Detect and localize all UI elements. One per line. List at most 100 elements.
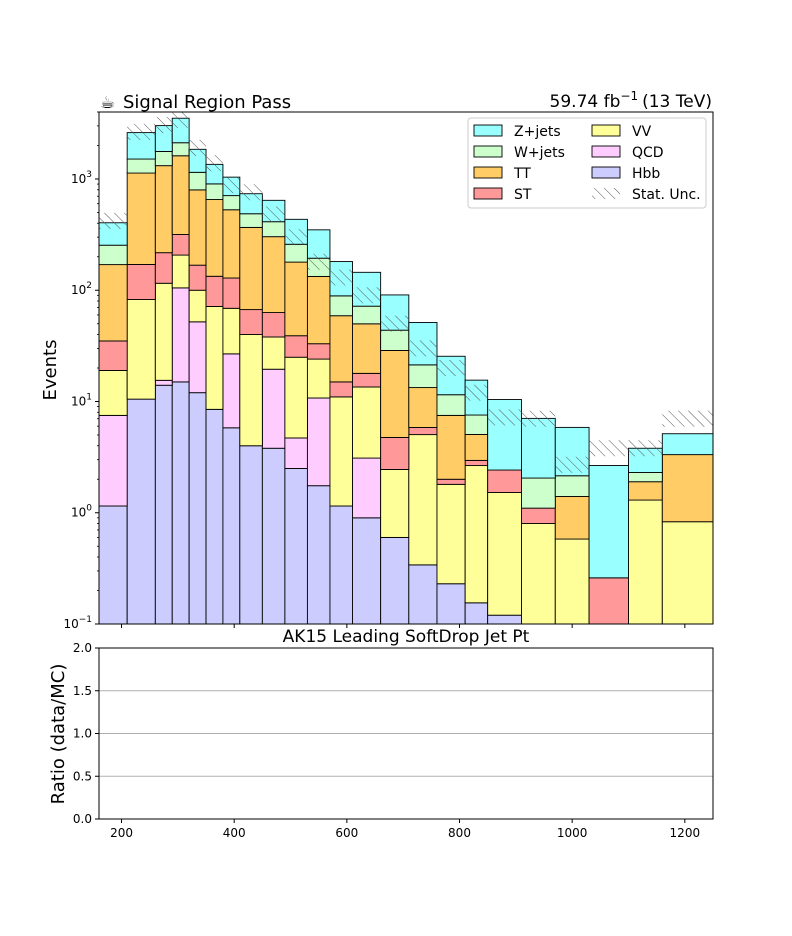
bar-hbb <box>464 602 489 624</box>
bar-vv <box>436 483 466 585</box>
bar-vv <box>284 356 308 439</box>
stat-unc-band <box>487 409 522 426</box>
legend-swatch-qcd <box>591 145 621 158</box>
stat-unc-band <box>262 206 285 223</box>
bar-hbb <box>261 447 286 624</box>
ratio-panel: 0.0 0.5 1.0 1.5 2.0 200 400 600 800 1000 1200 Rat… <box>48 641 714 840</box>
legend-label-stat-unc-: Stat. Unc. <box>632 187 701 203</box>
bar-hbb <box>436 583 466 624</box>
bar-qcd <box>261 368 286 449</box>
main-y-label: Events <box>40 340 61 401</box>
bar-hbb <box>284 468 308 624</box>
bar-w-jets <box>436 394 466 416</box>
bar-vv <box>408 434 438 566</box>
bar-w-jets <box>154 151 173 167</box>
bar-st <box>306 343 331 360</box>
y-tick-label: 100 <box>71 504 92 520</box>
main-panel: 10−1 100 101 102 103 Events AK15 Leading Sof… <box>40 111 714 647</box>
lumi-label: 59.74 fb−1 (13 TeV) <box>550 89 712 112</box>
bar-vv <box>464 465 489 604</box>
x-tick-label: 1000 <box>557 826 588 840</box>
stat-unc-band <box>239 184 263 201</box>
bar-st <box>171 234 190 256</box>
bar-hbb <box>126 398 156 624</box>
ratio-x-ticks: 200 400 600 800 1000 1200 <box>110 819 700 840</box>
bar-w-jets <box>521 477 556 509</box>
bar-qcd <box>222 353 241 429</box>
ratio-y-tick-label: 1.0 <box>73 727 92 741</box>
bar-vv <box>554 538 590 624</box>
bar-w-jets <box>554 475 590 497</box>
bar-hbb <box>408 564 438 624</box>
bar-st <box>239 309 263 335</box>
bar-st <box>284 335 308 358</box>
bar-vv <box>380 468 410 538</box>
ratio-y-label: Ratio (data/MC) <box>48 664 69 805</box>
bar-hbb <box>239 445 263 624</box>
plot-title: Signal Region Pass <box>123 92 291 113</box>
bar-st <box>408 427 438 436</box>
ratio-y-tick-label: 0.5 <box>73 769 92 783</box>
ratio-y-tick-label: 1.5 <box>73 684 92 698</box>
stat-unc-band <box>307 253 330 270</box>
bar-tt <box>380 350 410 438</box>
bar-z-jets <box>661 433 713 456</box>
lumi-value: 59.74 fb <box>550 92 621 112</box>
stat-unc-band <box>380 315 409 332</box>
y-tick-label: 10−1 <box>63 615 92 631</box>
bar-tt <box>284 261 308 337</box>
bar-w-jets <box>352 305 382 325</box>
bar-tt <box>188 189 207 266</box>
legend: Z+jets W+jets TT ST VV QCD Hbb Stat. Unc. <box>467 117 707 209</box>
bar-w-jets <box>222 195 241 211</box>
bar-tt <box>661 454 713 523</box>
legend-swatch-vv <box>591 124 621 137</box>
stat-unc-band <box>127 123 156 140</box>
ratio-y-ticks: 0.0 0.5 1.0 1.5 2.0 <box>73 641 99 826</box>
main-y-ticks: 10−1 100 101 102 103 <box>63 111 99 631</box>
ratio-y-tick-label: 2.0 <box>73 641 92 655</box>
bar-st <box>521 507 556 524</box>
x-tick-label: 800 <box>448 826 471 840</box>
bar-st <box>487 469 522 493</box>
stat-unc-band <box>436 360 466 376</box>
legend-swatch-st <box>473 187 503 200</box>
bar-w-jets <box>171 142 190 157</box>
stat-unc-band <box>189 139 207 156</box>
stat-unc-band <box>465 384 488 401</box>
bar-vv <box>171 254 190 289</box>
bar-hbb <box>222 427 241 624</box>
bar-st <box>188 264 207 291</box>
bar-vv <box>222 307 241 355</box>
bar-tt <box>239 226 263 311</box>
bar-qcd <box>171 287 190 383</box>
bar-hbb <box>554 623 590 624</box>
bar-w-jets <box>284 243 308 263</box>
bar-st <box>99 340 128 371</box>
x-tick-label: 400 <box>223 826 246 840</box>
bar-hbb <box>205 408 224 624</box>
bar-tt <box>628 481 663 501</box>
bar-tt <box>329 315 353 383</box>
bar-z-jets <box>521 417 556 479</box>
bar-tt <box>205 199 224 277</box>
legend-label-hbb: Hbb <box>632 166 660 182</box>
bar-vv <box>487 492 522 616</box>
y-tick-label: 102 <box>71 281 92 297</box>
bar-st <box>329 381 353 398</box>
bar-vv <box>661 521 713 624</box>
bar-vv <box>329 396 353 507</box>
coffee-icon: ☕ <box>100 93 115 113</box>
x-tick-label: 1200 <box>670 826 701 840</box>
bar-vv <box>239 334 263 447</box>
bar-hbb <box>329 505 353 624</box>
stat-unc-band <box>589 440 629 457</box>
legend-swatch-hbb <box>591 166 621 179</box>
stat-unc-hatch <box>99 112 713 473</box>
legend-swatch-stat-unc- <box>592 188 620 199</box>
bar-hbb <box>99 505 128 624</box>
bar-w-jets <box>628 472 663 483</box>
legend-label-st: ST <box>514 187 532 203</box>
stat-unc-band <box>172 112 190 128</box>
main-x-label: AK15 Leading SoftDrop Jet Pt <box>283 627 530 647</box>
